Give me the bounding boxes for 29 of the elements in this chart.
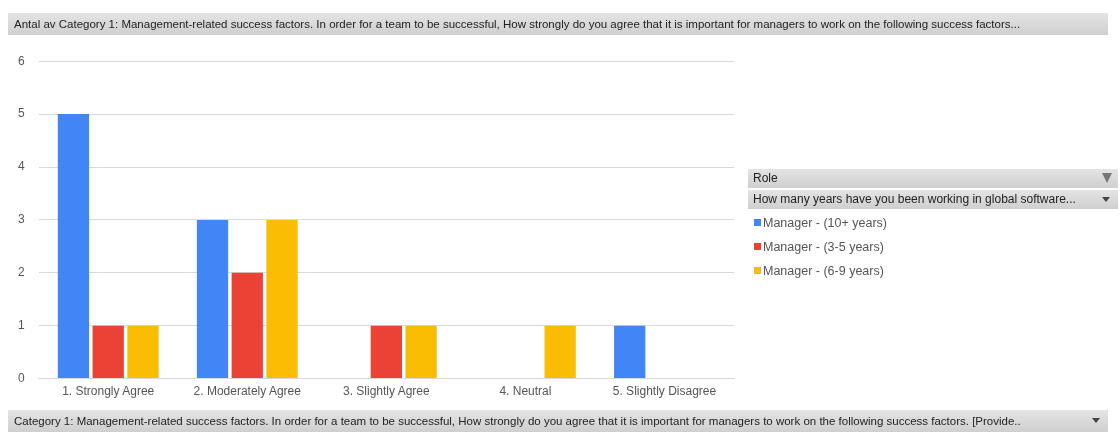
x-tick-label: 1. Strongly Agree	[62, 384, 155, 399]
y-tick-label: 5	[17, 106, 25, 121]
bar	[57, 114, 90, 379]
y-tick-label: 6	[17, 53, 25, 68]
y-tick-label: 1	[17, 318, 25, 333]
bar	[370, 325, 402, 379]
y-tick-label: 3	[17, 212, 25, 227]
chart-title: Antal av Category 1: Management-related success factors. In order for a team to be successful, How strongly do you agree that it is important for managers to work on the following success factors...	[8, 13, 1108, 35]
x-axis-title: Category 1: Management-related success factors. In order for a team to be successful, How strongly do you agree that it is important for managers to work on the following success factors. [Provide..	[8, 410, 1108, 432]
y-tick-label: 4	[17, 159, 25, 174]
x-tick-label: 5. Slightly Disagree	[612, 384, 717, 399]
bar	[196, 219, 229, 379]
bar	[231, 272, 263, 379]
x-tick-label: 4. Neutral	[499, 384, 552, 399]
bar	[266, 219, 298, 379]
bar	[405, 325, 437, 379]
legend-title: Role	[748, 169, 1118, 188]
bar	[544, 325, 576, 379]
x-tick-label: 2. Moderately Agree	[193, 384, 302, 399]
legend-label: Manager - (3-5 years)	[762, 239, 885, 256]
text: How many years have you been working in global software...	[748, 190, 1118, 209]
bar	[92, 325, 124, 379]
bar	[614, 325, 646, 379]
legend-label: Manager - (10+ years)	[762, 215, 888, 232]
bar	[127, 325, 159, 379]
y-tick-label: 0	[17, 370, 25, 385]
y-tick-label: 2	[17, 265, 25, 280]
legend-label: Manager - (6-9 years)	[762, 263, 885, 280]
x-tick-label: 3. Slightly Agree	[342, 384, 431, 399]
